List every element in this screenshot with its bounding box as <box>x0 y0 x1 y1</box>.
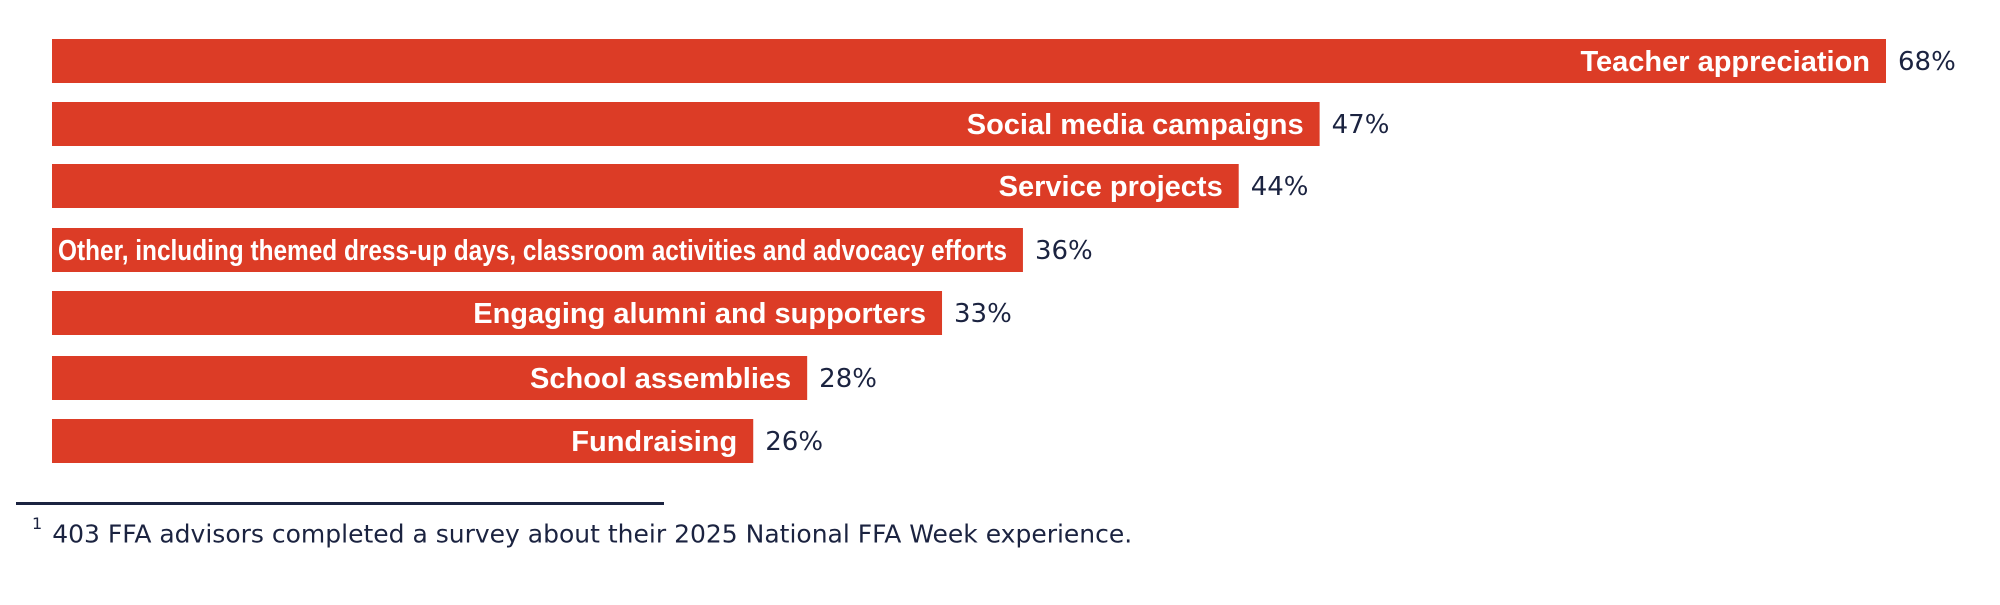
bar-6 <box>52 356 808 400</box>
bar-7 <box>52 419 754 463</box>
bar-1 <box>52 39 1886 83</box>
value-label-6: 28% <box>819 364 877 394</box>
bar-4 <box>52 228 1023 272</box>
bar-5 <box>52 291 943 335</box>
footnote-marker: 1 <box>32 514 43 533</box>
footnote-text: 403 FFA advisors completed a survey abou… <box>52 519 1133 549</box>
bar-label-5: Engaging alumni and supporters <box>473 298 926 330</box>
value-label-2: 47% <box>1332 110 1390 140</box>
bar-chart: Teacher appreciation 68% Social media camp… <box>52 39 1956 463</box>
value-label-7: 26% <box>765 427 823 457</box>
bar-2 <box>52 102 1320 146</box>
footnote-divider <box>16 502 664 505</box>
bar-label-1: Teacher appreciation <box>1580 46 1870 78</box>
bar-label-3: Service projects <box>999 171 1223 203</box>
value-label-4: 36% <box>1035 236 1093 266</box>
value-label-5: 33% <box>954 299 1012 329</box>
bar-label-6: School assemblies <box>530 363 791 395</box>
footnote: 1 403 FFA advisors completed a survey abo… <box>32 514 1133 549</box>
bar-label-2: Social media campaigns <box>967 109 1304 141</box>
bar-label-4: Other, including themed dress-up days, c… <box>58 235 1007 267</box>
bar-label-7: Fundraising <box>571 426 737 458</box>
value-label-3: 44% <box>1251 172 1309 202</box>
bar-3 <box>52 164 1239 208</box>
value-label-1: 68% <box>1898 47 1956 77</box>
